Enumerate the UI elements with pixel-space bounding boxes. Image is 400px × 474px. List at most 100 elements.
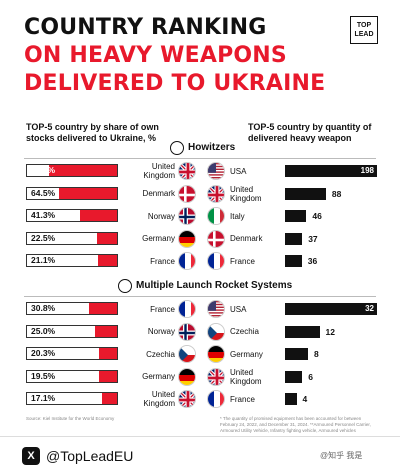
section-mlrs: Multiple Launch Rocket Systems xyxy=(0,279,400,295)
share-country-label: Czechia xyxy=(146,349,175,359)
divider xyxy=(24,158,376,159)
share-value-label: 17.1% xyxy=(31,393,56,403)
share-bar-fill xyxy=(98,348,117,359)
table-row: 22.5% Germany Denmark 37 xyxy=(0,228,400,250)
footer-bar: X @TopLeadEU @知乎 我是 xyxy=(0,436,400,474)
quantity-bar: 198 xyxy=(285,165,377,177)
share-bar: 30.8% xyxy=(26,302,118,315)
share-value-label: 64.5% xyxy=(31,187,56,198)
table-row: 21.1% France France 36 xyxy=(0,250,400,272)
quantity-value-label: 4 xyxy=(302,394,308,404)
table-row: 19.5% Germany United Kingdom 6 xyxy=(0,366,400,388)
quantity-country-label: France xyxy=(230,394,255,404)
quantity-bar xyxy=(285,210,307,222)
flag-united-kingdom-icon xyxy=(178,390,196,408)
logo-line-2: LEAD xyxy=(354,31,374,38)
title-line-3: DELIVERED TO UKRAINE xyxy=(24,71,326,96)
flag-germany-icon xyxy=(178,367,196,386)
table-row: 17.1% United Kingdom France 4 xyxy=(0,388,400,410)
flag-france-icon xyxy=(207,390,225,408)
share-bar: 25.0% xyxy=(26,324,118,338)
quantity-country-label: Italy xyxy=(230,211,245,221)
table-row: 75.2% United Kingdom USA 198 xyxy=(0,160,400,182)
share-bar-fill xyxy=(101,393,117,404)
quantity-country-label: United Kingdom xyxy=(230,367,262,386)
share-country-label: Denmark xyxy=(142,189,175,198)
share-country-label: Norway xyxy=(147,211,175,221)
flag-france-icon xyxy=(178,252,196,270)
share-country-label: United Kingdom xyxy=(143,162,175,180)
share-value-label: 20.3% xyxy=(31,348,56,358)
table-row: 64.5% Denmark United Kingdom 88 xyxy=(0,183,400,205)
share-bar: 41.3% xyxy=(26,209,118,222)
rocket-launcher-icon xyxy=(118,279,132,293)
flag-united-kingdom-icon xyxy=(178,162,196,180)
subtitle-quantity: TOP-5 country by quantity of delivered h… xyxy=(248,122,372,143)
share-bar: 21.1% xyxy=(26,254,118,267)
quantity-bar: 32 xyxy=(285,303,377,315)
quantity-value-label: 198 xyxy=(360,166,374,175)
subtitle-share: TOP-5 country by share of own stocks del… xyxy=(26,122,159,143)
quantity-bar xyxy=(285,370,303,383)
table-row: 41.3% Norway Italy 46 xyxy=(0,205,400,227)
share-bar-fill xyxy=(79,210,117,221)
flag-denmark-icon xyxy=(178,184,196,203)
share-value-label: 22.5% xyxy=(31,232,56,243)
share-value-label: 21.1% xyxy=(31,255,56,265)
flag-czechia-icon xyxy=(178,345,196,363)
social-handle[interactable]: @TopLeadEU xyxy=(46,448,134,464)
quantity-bar xyxy=(285,255,302,267)
share-country-label: Germany xyxy=(142,372,175,381)
section-howitzers: Howitzers xyxy=(0,141,400,157)
share-bar: 20.3% xyxy=(26,347,118,360)
title-line-1: COUNTRY RANKING xyxy=(24,15,267,40)
flag-united-kingdom-icon xyxy=(207,184,225,203)
flag-france-icon xyxy=(207,252,225,270)
watermark: @知乎 我是 xyxy=(320,451,363,460)
quantity-bar xyxy=(285,393,297,405)
share-country-label: France xyxy=(150,304,175,314)
section-howitzers-label: Howitzers xyxy=(188,142,236,153)
quantity-value-label: 37 xyxy=(308,233,318,244)
divider xyxy=(24,296,376,297)
flag-usa-icon xyxy=(207,162,225,180)
flag-norway-icon xyxy=(178,322,196,341)
share-bar-fill xyxy=(98,255,117,266)
flag-united-kingdom-icon xyxy=(207,367,225,386)
flag-italy-icon xyxy=(207,207,225,225)
quantity-country-label: France xyxy=(230,256,255,266)
flag-usa-icon xyxy=(207,300,225,318)
share-country-label: United Kingdom xyxy=(143,390,175,408)
share-bar-fill xyxy=(89,303,117,314)
logo-line-1: TOP xyxy=(356,22,372,29)
quantity-country-label: Czechia xyxy=(230,327,259,336)
quantity-country-label: USA xyxy=(230,304,247,314)
toplead-logo: TOP LEAD xyxy=(350,16,378,44)
share-country-label: Norway xyxy=(147,327,175,336)
share-value-label: 41.3% xyxy=(31,210,56,220)
quantity-country-label: Denmark xyxy=(230,234,263,243)
quantity-value-label: 88 xyxy=(331,188,342,199)
flag-norway-icon xyxy=(178,207,196,225)
quantity-value-label: 32 xyxy=(365,304,374,313)
table-row: 30.8% France USA 32 xyxy=(0,298,400,320)
share-value-label: 19.5% xyxy=(31,370,56,381)
share-value-label: 75.2% xyxy=(31,165,56,175)
source-note: Source: Kiel Institute for the World Eco… xyxy=(26,416,115,421)
howitzer-icon xyxy=(170,141,184,155)
quantity-value-label: 36 xyxy=(307,256,318,266)
share-bar: 17.1% xyxy=(26,392,118,405)
quantity-value-label: 6 xyxy=(308,371,313,382)
quantity-country-label: USA xyxy=(230,166,247,176)
share-value-label: 30.8% xyxy=(31,303,56,313)
share-value-label: 25.0% xyxy=(31,325,56,336)
share-bar: 64.5% xyxy=(26,186,118,200)
share-bar: 19.5% xyxy=(26,369,118,383)
flag-germany-icon xyxy=(207,345,225,363)
share-bar-fill xyxy=(58,187,117,199)
table-row: 25.0% Norway Czechia 12 xyxy=(0,321,400,343)
flag-germany-icon xyxy=(178,229,196,248)
quantity-bar xyxy=(285,187,326,200)
section-mlrs-label: Multiple Launch Rocket Systems xyxy=(136,280,293,291)
quantity-country-label: United Kingdom xyxy=(230,184,262,203)
